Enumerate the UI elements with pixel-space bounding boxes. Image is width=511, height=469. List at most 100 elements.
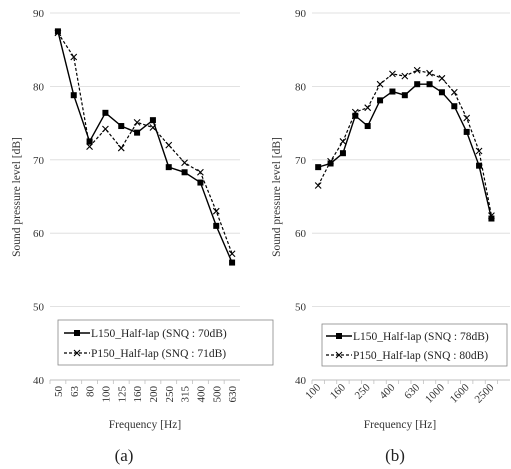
data-point xyxy=(181,169,188,176)
x-tick-label: 400 xyxy=(377,381,398,402)
data-point xyxy=(327,157,334,165)
y-tick-label: 80 xyxy=(295,81,307,93)
legend-swatch-dashed xyxy=(64,349,90,357)
x-tick-label: 200 xyxy=(148,386,160,403)
chart-b-legend-box xyxy=(321,323,508,367)
legend-swatch-dashed xyxy=(326,351,352,359)
chart-b-axes xyxy=(311,379,510,384)
chart-a-legend-box xyxy=(57,319,274,366)
data-point xyxy=(413,66,421,74)
data-point xyxy=(228,250,236,258)
data-point xyxy=(133,118,141,126)
chart-a-legend-label-1: P150_Half-lap (SNQ : 71dB) xyxy=(91,348,226,360)
data-point xyxy=(149,117,156,124)
x-tick-label: 125 xyxy=(116,386,128,403)
data-point xyxy=(352,112,359,119)
x-tick-label: 160 xyxy=(328,381,349,402)
series-line-1 xyxy=(57,32,233,254)
x-tick-label: 250 xyxy=(164,386,176,403)
y-tick-label: 50 xyxy=(295,302,307,314)
y-tick-label: 90 xyxy=(33,8,45,20)
chart-a-ylabel: Sound pressure level [dB] xyxy=(11,137,23,257)
x-tick-label: 100 xyxy=(100,386,112,403)
data-point xyxy=(102,109,109,116)
data-point xyxy=(102,125,109,133)
chart-b-grid xyxy=(312,12,510,308)
chart-b-legend-label-1: P150_Half-lap (SNQ : 80dB) xyxy=(353,350,488,362)
y-tick-label: 60 xyxy=(295,228,307,240)
y-tick-label: 80 xyxy=(33,81,45,93)
chart-a-series xyxy=(54,28,236,266)
chart-a-xlabel: Frequency [Hz] xyxy=(109,419,181,431)
x-tick-label: 400 xyxy=(195,386,207,403)
data-point xyxy=(401,72,409,80)
data-point xyxy=(229,259,236,266)
chart-b-ylabel: Sound pressure level [dB] xyxy=(271,137,283,257)
data-point xyxy=(450,88,458,96)
y-tick-label: 90 xyxy=(295,8,307,20)
y-tick-label: 60 xyxy=(33,228,45,240)
data-point xyxy=(376,80,384,88)
data-point xyxy=(339,138,347,145)
data-point xyxy=(426,69,433,77)
data-point xyxy=(401,92,408,99)
legend-swatch-solid xyxy=(64,330,90,336)
data-point xyxy=(488,212,495,219)
data-point xyxy=(197,168,204,176)
x-tick-label: 160 xyxy=(132,386,144,403)
y-tick-label: 70 xyxy=(295,155,307,167)
x-tick-label: 63 xyxy=(69,386,81,398)
data-point xyxy=(86,138,93,145)
data-point xyxy=(438,89,445,96)
x-tick-label: 630 xyxy=(227,386,239,403)
data-point xyxy=(475,147,483,155)
chart-a-caption: (a) xyxy=(115,446,134,465)
x-tick-label: 315 xyxy=(180,386,192,403)
chart-b-legend-label-0: L150_Half-lap (SNQ : 78dB) xyxy=(353,331,489,343)
data-point xyxy=(488,215,495,222)
data-point xyxy=(212,207,220,215)
data-point xyxy=(70,53,78,61)
data-point xyxy=(165,164,172,171)
chart-b-xlabel: Frequency [Hz] xyxy=(364,419,436,431)
data-point xyxy=(438,74,446,82)
data-point xyxy=(181,159,188,167)
y-tick-label: 40 xyxy=(295,375,307,387)
x-tick-label: 50 xyxy=(53,386,65,398)
data-point xyxy=(451,103,458,110)
data-point xyxy=(351,108,359,116)
chart-a-legend-label-0: L150_Half-lap (SNQ : 70dB) xyxy=(91,328,227,340)
data-point xyxy=(197,179,204,186)
data-point xyxy=(134,129,141,136)
data-point xyxy=(86,143,93,150)
legend-swatch-solid xyxy=(326,333,352,339)
data-point xyxy=(463,114,471,122)
data-point xyxy=(339,150,346,157)
data-point xyxy=(327,160,334,167)
data-point xyxy=(315,164,322,171)
data-point xyxy=(118,123,125,130)
data-point xyxy=(70,92,77,99)
series-line-0 xyxy=(57,31,233,263)
data-point xyxy=(377,97,384,104)
data-point xyxy=(426,81,433,88)
chart-b-caption: (b) xyxy=(385,446,405,465)
data-point xyxy=(165,141,173,149)
x-tick-label: 100 xyxy=(303,381,324,402)
x-tick-label: 250 xyxy=(353,381,374,402)
data-point xyxy=(149,124,157,131)
y-tick-label: 40 xyxy=(33,375,45,387)
y-tick-label: 70 xyxy=(33,155,45,167)
data-point xyxy=(476,162,483,169)
x-tick-label: 1000 xyxy=(423,381,447,405)
x-tick-label: 1600 xyxy=(448,381,472,405)
chart-a-axes xyxy=(49,379,240,384)
chart-a-legend: L150_Half-lap (SNQ : 70dB) P150_Half-lap… xyxy=(57,319,274,366)
data-point xyxy=(364,123,371,130)
data-point xyxy=(54,29,62,37)
data-point xyxy=(54,28,61,35)
chart-b-series xyxy=(314,66,495,222)
x-tick-label: 500 xyxy=(211,386,223,403)
